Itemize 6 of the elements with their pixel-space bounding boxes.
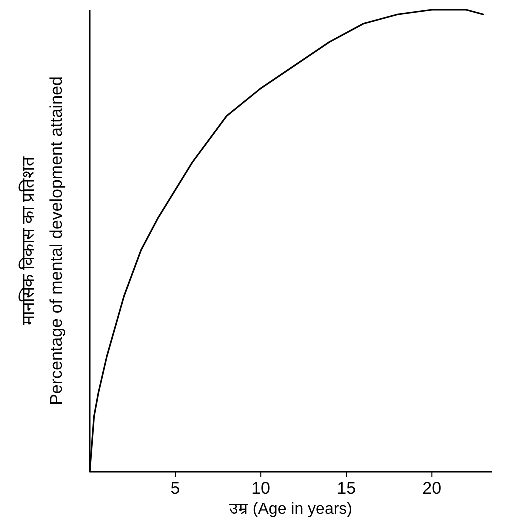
y-axis-title: मानसिक विकास का प्रतिशत Percentage of mental development attained xyxy=(18,76,66,406)
x-tick-label: 20 xyxy=(422,479,442,498)
x-tick-label: 5 xyxy=(170,479,180,498)
x-tick-label: 10 xyxy=(252,479,271,498)
x-axis-title: उम्र (Age in years) xyxy=(229,501,353,518)
x-tick-label: 15 xyxy=(337,479,356,498)
